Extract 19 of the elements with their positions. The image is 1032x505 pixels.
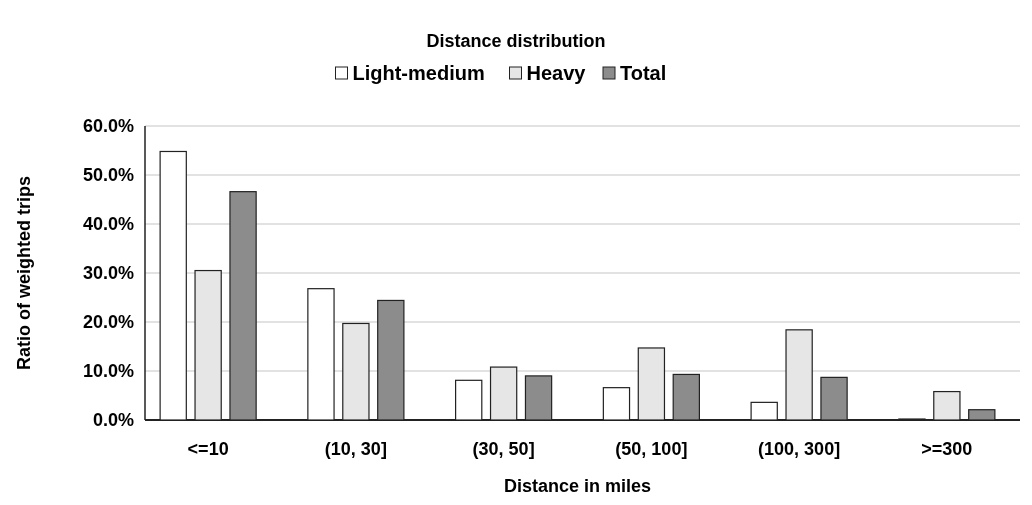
y-tick-label: 50.0% xyxy=(82,165,134,186)
y-tick-label: 0.0% xyxy=(92,410,134,431)
y-tick-label: 40.0% xyxy=(82,214,134,235)
chart-title: Distance distribution xyxy=(426,31,606,51)
y-tick-label: 30.0% xyxy=(82,263,134,284)
legend-label: Total xyxy=(620,62,667,84)
y-tick-label: 10.0% xyxy=(82,361,134,382)
x-tick-label: (100, 300] xyxy=(758,439,841,459)
legend-label: Heavy xyxy=(526,62,587,84)
x-tick-label: <=10 xyxy=(187,439,229,459)
y-tick-label: 60.0% xyxy=(82,116,134,137)
x-tick-label: (30, 50] xyxy=(472,439,535,459)
y-axis-title: Ratio of weighted trips xyxy=(14,175,34,371)
x-tick-label: >=300 xyxy=(921,439,973,459)
x-axis-title: Distance in miles xyxy=(503,476,652,496)
y-tick-label: 20.0% xyxy=(82,312,134,333)
x-tick-label: (10, 30] xyxy=(324,439,387,459)
legend-label: Light-medium xyxy=(352,62,485,84)
x-tick-label: (50, 100] xyxy=(615,439,688,459)
